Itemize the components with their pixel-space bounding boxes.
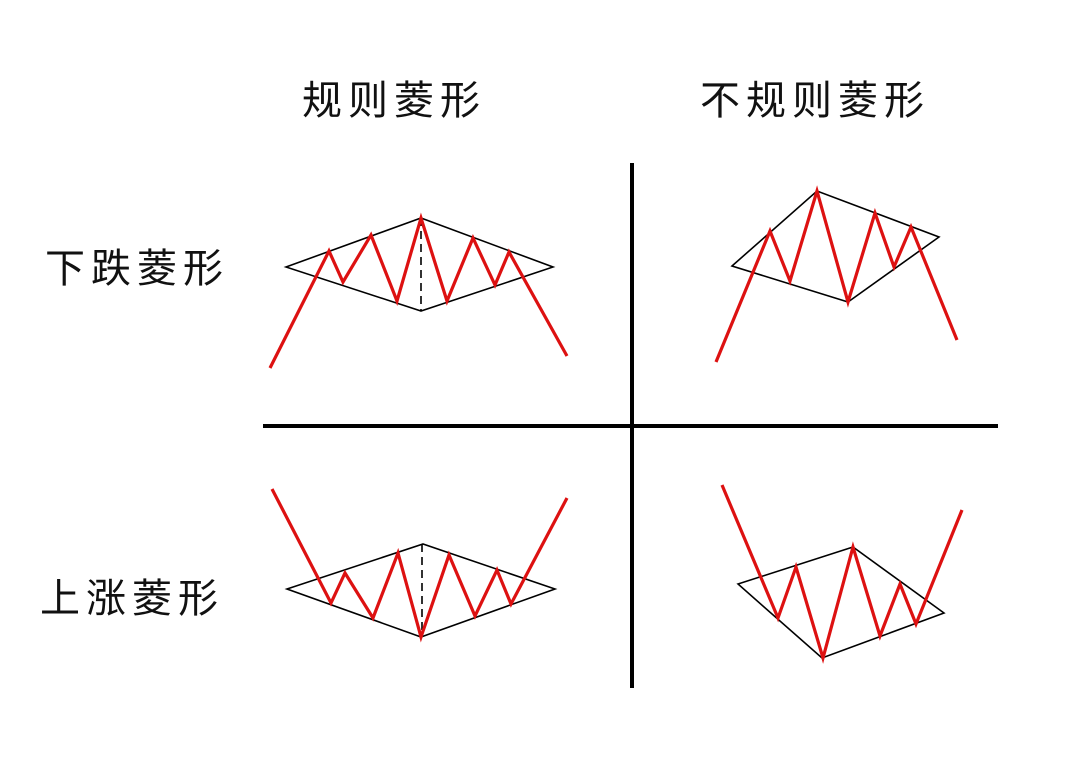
column-header-regular: 规则菱形 (302, 78, 486, 124)
price-line (270, 488, 569, 643)
bullish-regular-pattern (270, 488, 569, 643)
bearish-irregular-pattern (714, 185, 959, 363)
row-header-bullish: 上涨菱形 (40, 576, 224, 622)
diamond-outline (736, 546, 946, 659)
price-line (268, 212, 569, 369)
bearish-regular-pattern (268, 212, 569, 369)
column-header-irregular: 不规则菱形 (700, 78, 930, 124)
price-line (714, 185, 959, 363)
bullish-irregular-pattern (720, 484, 964, 664)
row-header-bearish: 下跌菱形 (45, 246, 229, 292)
price-line (720, 484, 964, 664)
diamond-outline (283, 217, 556, 312)
diamond-outline (730, 190, 941, 303)
diamond-outline (284, 543, 558, 638)
